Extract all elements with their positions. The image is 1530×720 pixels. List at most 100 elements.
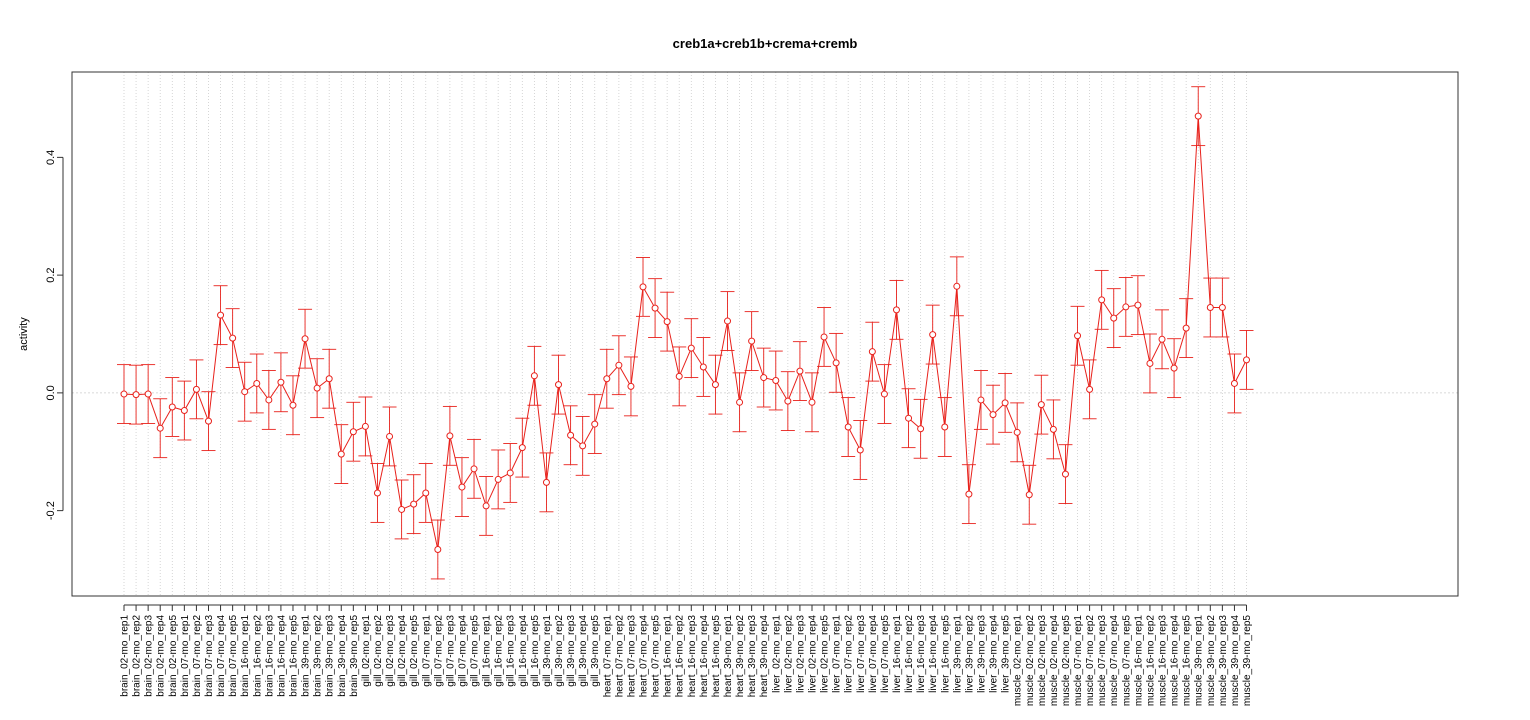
x-tick-label: heart_07-mo_rep1 bbox=[602, 615, 613, 698]
data-point bbox=[180, 407, 188, 415]
data-point bbox=[1061, 470, 1069, 478]
data-point bbox=[253, 379, 261, 387]
data-point bbox=[1037, 401, 1045, 409]
data-point bbox=[349, 428, 357, 436]
x-tick-label: muscle_16-mo_rep4 bbox=[1170, 615, 1181, 707]
data-point bbox=[699, 363, 707, 371]
data-point bbox=[156, 424, 164, 432]
data-point bbox=[905, 414, 913, 422]
x-tick-label: gill_07-mo_rep1 bbox=[421, 615, 432, 687]
data-point bbox=[880, 390, 888, 398]
x-tick-label: liver_16-mo_rep3 bbox=[916, 615, 927, 693]
x-tick-label: gill_39-mo_rep2 bbox=[554, 615, 565, 687]
error-bar-layer bbox=[117, 86, 1254, 580]
x-tick-label: muscle_07-mo_rep1 bbox=[1073, 615, 1084, 707]
data-point bbox=[663, 318, 671, 326]
x-tick-label: liver_07-mo_rep4 bbox=[868, 615, 879, 693]
x-tick-label: muscle_16-mo_rep5 bbox=[1182, 615, 1193, 707]
data-point bbox=[953, 282, 961, 290]
data-point bbox=[494, 475, 502, 483]
data-point bbox=[651, 304, 659, 312]
x-tick-label: brain_07-mo_rep1 bbox=[180, 615, 191, 697]
grid-layer bbox=[72, 72, 1458, 596]
data-point bbox=[555, 381, 563, 389]
data-point bbox=[542, 478, 550, 486]
x-tick-label: liver_02-mo_rep3 bbox=[795, 615, 806, 693]
x-tick-label: gill_16-mo_rep4 bbox=[518, 615, 529, 687]
data-point bbox=[1230, 379, 1238, 387]
x-tick-label: muscle_16-mo_rep1 bbox=[1133, 615, 1144, 707]
data-point bbox=[229, 334, 237, 342]
x-tick-label: muscle_16-mo_rep3 bbox=[1158, 615, 1169, 707]
y-tick-label: 0.2 bbox=[45, 267, 57, 282]
x-tick-label: liver_16-mo_rep1 bbox=[892, 615, 903, 693]
x-tick-label: muscle_07-mo_rep5 bbox=[1121, 615, 1132, 707]
x-tick-label: brain_39-mo_rep5 bbox=[349, 615, 360, 697]
data-point bbox=[265, 396, 273, 404]
data-point bbox=[627, 382, 635, 390]
x-tick-label: heart_07-mo_rep3 bbox=[626, 615, 637, 698]
data-point bbox=[398, 505, 406, 513]
data-point bbox=[977, 396, 985, 404]
data-point bbox=[1146, 359, 1154, 367]
x-tick-label: muscle_39-mo_rep2 bbox=[1206, 615, 1217, 707]
x-tick-label: liver_02-mo_rep5 bbox=[820, 615, 831, 693]
data-point bbox=[217, 311, 225, 319]
x-tick-label: heart_16-mo_rep4 bbox=[699, 615, 710, 698]
x-tick-label: liver_39-mo_rep2 bbox=[964, 615, 975, 693]
x-tick-label: gill_07-mo_rep3 bbox=[445, 615, 456, 687]
x-tick-label: brain_39-mo_rep4 bbox=[337, 615, 348, 697]
data-point bbox=[410, 500, 418, 508]
x-tick-label: heart_39-mo_rep2 bbox=[735, 615, 746, 698]
x-tick-label: brain_07-mo_rep2 bbox=[192, 615, 203, 697]
x-tick-label: liver_39-mo_rep3 bbox=[976, 615, 987, 693]
x-tick-label: liver_39-mo_rep5 bbox=[1001, 615, 1012, 693]
x-tick-label: gill_02-mo_rep1 bbox=[361, 615, 372, 687]
data-point bbox=[784, 397, 792, 405]
x-tick-label: heart_39-mo_rep1 bbox=[723, 615, 734, 698]
data-point bbox=[772, 377, 780, 385]
x-tick-label: gill_02-mo_rep4 bbox=[397, 615, 408, 687]
x-tick-label: muscle_07-mo_rep4 bbox=[1109, 615, 1120, 707]
data-point bbox=[1170, 364, 1178, 372]
x-tick-label: gill_16-mo_rep1 bbox=[482, 615, 493, 687]
x-tick-label: muscle_02-mo_rep1 bbox=[1013, 615, 1024, 707]
data-point bbox=[615, 361, 623, 369]
data-point bbox=[1098, 296, 1106, 304]
chart-title: creb1a+creb1b+crema+cremb bbox=[673, 36, 858, 51]
data-point bbox=[844, 423, 852, 431]
data-point bbox=[361, 422, 369, 430]
data-point bbox=[1218, 304, 1226, 312]
x-tick-label: gill_39-mo_rep1 bbox=[542, 615, 553, 687]
data-point bbox=[724, 317, 731, 325]
data-point bbox=[808, 398, 816, 406]
data-point bbox=[736, 398, 744, 406]
data-point bbox=[313, 384, 321, 392]
data-point bbox=[325, 375, 333, 383]
plot-frame bbox=[71, 71, 1459, 597]
y-axis-label: activity bbox=[18, 317, 30, 351]
data-point bbox=[482, 502, 490, 510]
data-point bbox=[856, 446, 864, 454]
data-point bbox=[422, 489, 430, 497]
data-point bbox=[434, 545, 442, 553]
x-tick-label: brain_07-mo_rep5 bbox=[228, 615, 239, 697]
y-tick-label: 0.4 bbox=[45, 150, 57, 165]
x-tick-label: liver_07-mo_rep1 bbox=[832, 615, 843, 693]
data-point bbox=[1086, 385, 1094, 393]
x-tick-label: gill_39-mo_rep4 bbox=[578, 615, 589, 687]
x-tick-label: liver_02-mo_rep2 bbox=[783, 615, 794, 693]
x-tick-label: gill_07-mo_rep5 bbox=[470, 615, 481, 687]
data-point bbox=[518, 444, 526, 452]
data-point bbox=[337, 450, 345, 458]
data-point bbox=[748, 337, 756, 345]
x-tick-label: brain_39-mo_rep2 bbox=[313, 615, 324, 697]
y-axis: -0.2 0.0 0.2 0.4 bbox=[45, 150, 64, 520]
x-tick-label: muscle_02-mo_rep4 bbox=[1049, 615, 1060, 707]
data-point bbox=[168, 403, 176, 411]
data-point bbox=[289, 401, 297, 409]
data-point bbox=[965, 490, 973, 498]
data-point bbox=[1013, 428, 1021, 436]
data-point bbox=[241, 388, 249, 396]
x-tick-label: heart_16-mo_rep2 bbox=[675, 615, 686, 698]
